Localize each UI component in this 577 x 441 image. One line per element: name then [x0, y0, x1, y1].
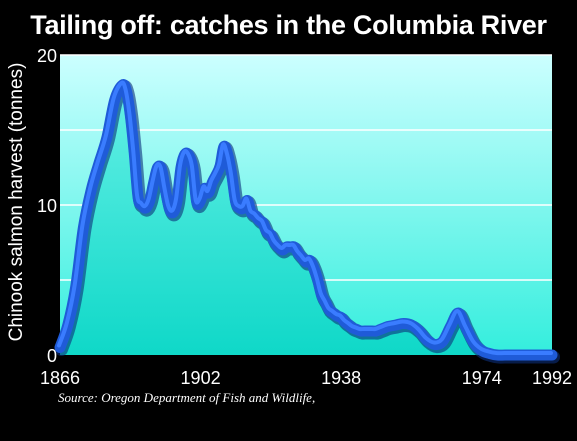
- y-tick-label: 20: [37, 46, 57, 66]
- x-tick-label: 1938: [321, 368, 361, 388]
- y-tick-label: 10: [37, 196, 57, 216]
- x-tick-label: 1866: [40, 368, 80, 388]
- x-tick-labels: 1866 1902 1938 1974 1992: [40, 368, 572, 388]
- y-tick-label: 0: [47, 346, 57, 366]
- y-tick-labels: 0 10 20: [37, 46, 57, 366]
- x-tick-label: 1902: [181, 368, 221, 388]
- harvest-line-highlight: [57, 80, 553, 356]
- x-tick-label: 1992: [532, 368, 572, 388]
- x-tick-label: 1974: [462, 368, 502, 388]
- source-note: Source: Oregon Department of Fish and Wi…: [58, 390, 316, 405]
- chart-title: Tailing off: catches in the Columbia Riv…: [30, 10, 547, 40]
- harvest-area-fill: [60, 84, 552, 356]
